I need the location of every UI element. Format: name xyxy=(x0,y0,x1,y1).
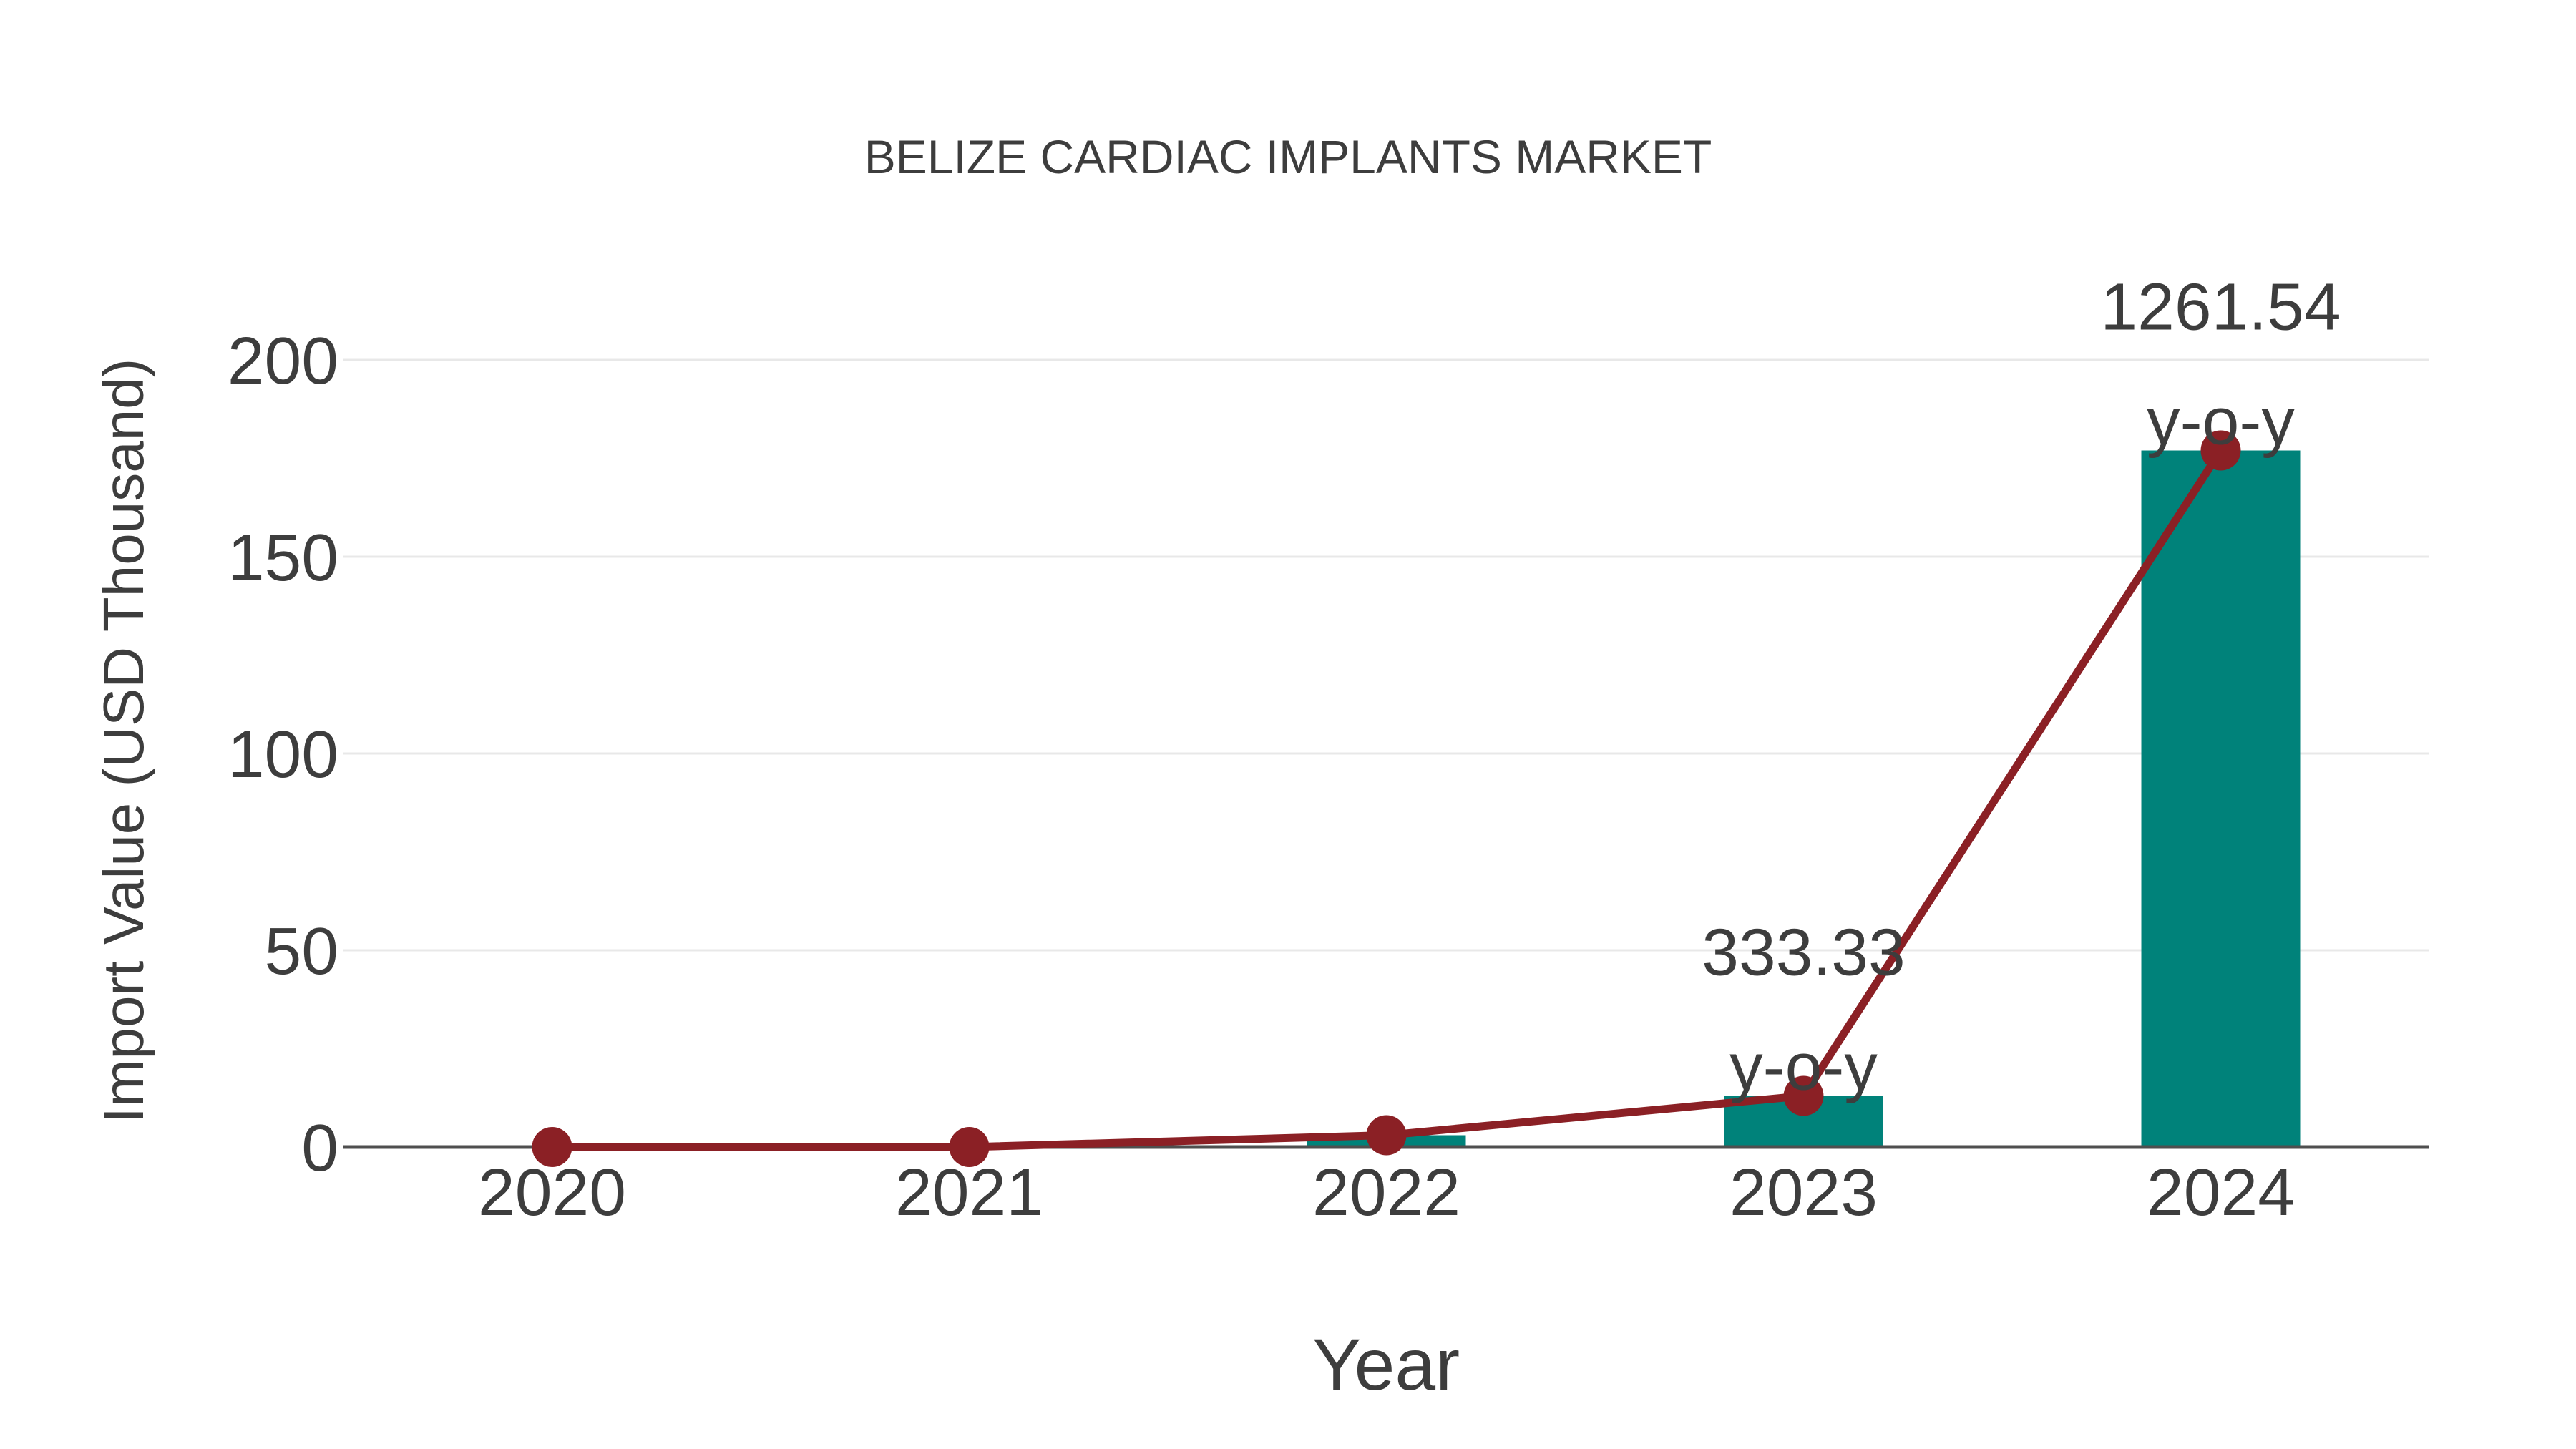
y-tick-label-200: 200 xyxy=(228,323,338,398)
x-tick-labels: 2020 2021 2022 2023 2024 xyxy=(478,1155,2295,1229)
y-tick-label-50: 50 xyxy=(265,914,338,988)
marker-2021 xyxy=(949,1127,990,1167)
trend-line xyxy=(552,448,2225,1151)
marker-2022 xyxy=(1366,1115,1407,1156)
gridlines xyxy=(343,358,2429,952)
x-tick-label-2024: 2024 xyxy=(2147,1155,2295,1229)
y-tick-label-150: 150 xyxy=(228,520,338,595)
chart-title: BELIZE CARDIAC IMPLANTS MARKET xyxy=(864,130,1712,183)
x-tick-label-2021: 2021 xyxy=(895,1155,1043,1229)
marker-2024 xyxy=(2200,430,2241,471)
annotation-2024-value: 1261.54 xyxy=(2100,270,2341,344)
line-series xyxy=(552,448,2225,1151)
y-tick-label-0: 0 xyxy=(301,1111,338,1185)
annotation-2023-label: y-o-y xyxy=(1729,1030,1878,1104)
marker-2023 xyxy=(1783,1075,1824,1116)
annotations: 333.33 y-o-y 1261.54 y-o-y xyxy=(1702,270,2341,1104)
bar-series xyxy=(1307,450,2301,1147)
annotation-2024-label: y-o-y xyxy=(2147,384,2295,459)
line-markers xyxy=(532,430,2241,1167)
x-tick-label-2022: 2022 xyxy=(1312,1155,1460,1229)
y-tick-label-100: 100 xyxy=(228,717,338,791)
y-axis-title: Import Value (USD Thousand) xyxy=(92,358,155,1123)
marker-2020 xyxy=(532,1127,572,1167)
bar-2024 xyxy=(2141,450,2301,1147)
x-tick-label-2023: 2023 xyxy=(1729,1155,1878,1229)
x-tick-label-2020: 2020 xyxy=(478,1155,626,1229)
x-axis-title: Year xyxy=(1312,1324,1460,1405)
annotation-2023-value: 333.33 xyxy=(1702,915,1905,990)
y-tick-labels: 0 50 100 150 200 xyxy=(228,323,338,1185)
